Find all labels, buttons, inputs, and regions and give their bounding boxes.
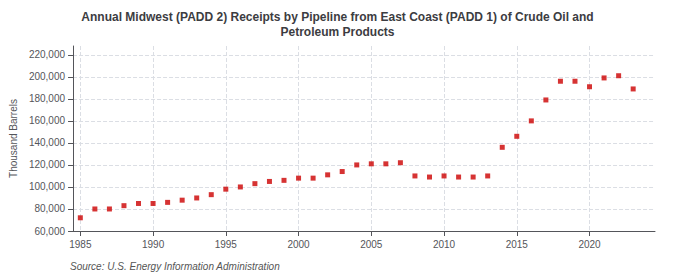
svg-text:140,000: 140,000 — [29, 137, 66, 148]
svg-text:80,000: 80,000 — [34, 203, 65, 214]
svg-text:220,000: 220,000 — [29, 49, 66, 60]
svg-text:200,000: 200,000 — [29, 71, 66, 82]
svg-text:2005: 2005 — [360, 239, 383, 250]
svg-text:2020: 2020 — [578, 239, 601, 250]
svg-text:2000: 2000 — [287, 239, 310, 250]
svg-text:Annual Midwest (PADD 2) Receip: Annual Midwest (PADD 2) Receipts by Pipe… — [81, 10, 593, 24]
svg-text:Source: U.S. Energy Informatio: Source: U.S. Energy Information Administ… — [70, 261, 280, 272]
svg-text:1995: 1995 — [215, 239, 238, 250]
svg-text:Petroleum Products: Petroleum Products — [280, 25, 394, 39]
svg-text:2010: 2010 — [433, 239, 456, 250]
svg-text:1985: 1985 — [69, 239, 92, 250]
svg-text:100,000: 100,000 — [29, 181, 66, 192]
svg-text:2015: 2015 — [506, 239, 529, 250]
svg-text:1990: 1990 — [142, 239, 165, 250]
svg-text:60,000: 60,000 — [34, 226, 65, 237]
svg-text:Thousand Barrels: Thousand Barrels — [8, 99, 19, 178]
svg-text:180,000: 180,000 — [29, 93, 66, 104]
svg-text:160,000: 160,000 — [29, 115, 66, 126]
svg-text:120,000: 120,000 — [29, 159, 66, 170]
